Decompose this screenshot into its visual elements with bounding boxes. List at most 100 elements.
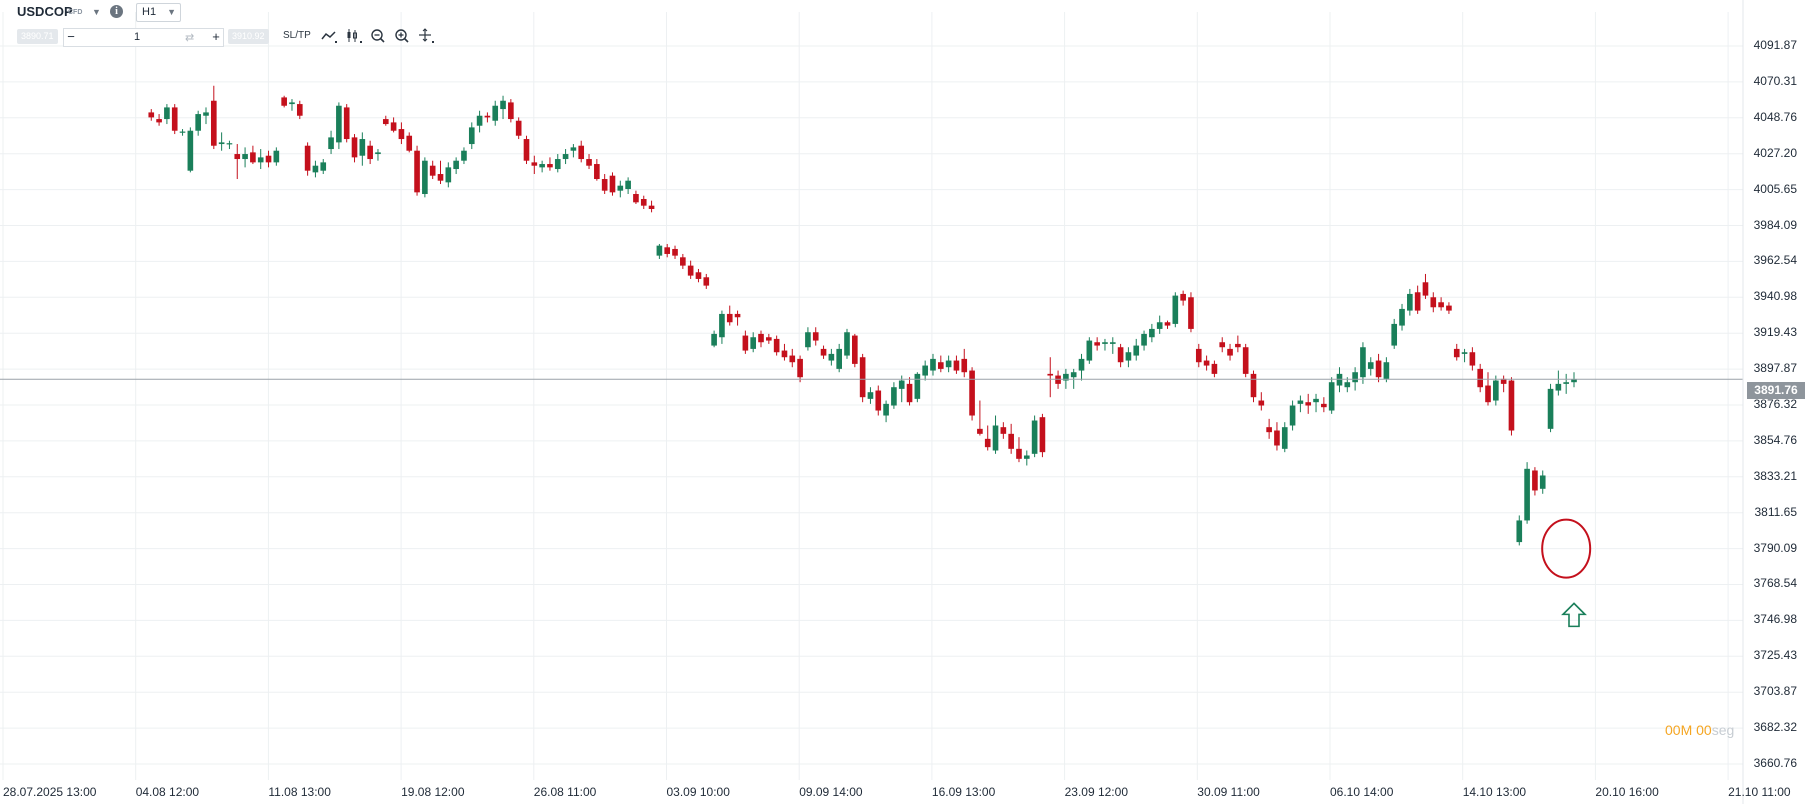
- candle-down: [250, 152, 256, 163]
- candle-up: [1367, 362, 1374, 369]
- countdown-minutes-unit: M: [1680, 722, 1693, 738]
- candle-down: [1039, 417, 1046, 453]
- candle-down: [695, 272, 702, 279]
- sell-price[interactable]: 3890.71: [17, 29, 58, 44]
- candle-up: [656, 245, 663, 256]
- price-tick-label: 3962.54: [1753, 253, 1797, 268]
- price-tick-label: 3811.65: [1754, 504, 1798, 519]
- candle-down: [578, 145, 585, 160]
- candle-down: [1235, 343, 1241, 348]
- time-tick-label: 28.07.2025 13:00: [3, 785, 97, 799]
- candle-up: [914, 373, 921, 399]
- candlestick-icon[interactable]: [345, 27, 363, 45]
- annotation-circle: [1541, 518, 1592, 579]
- candle-up: [1571, 379, 1577, 383]
- candle-down: [586, 159, 592, 166]
- candle-down: [484, 115, 491, 118]
- candle-down: [1250, 373, 1257, 398]
- candle-up: [1344, 382, 1351, 388]
- candle-up: [476, 115, 483, 126]
- candle-down: [789, 355, 796, 363]
- zoom-out-icon[interactable]: [369, 27, 387, 45]
- caret-down-icon[interactable]: ▼: [92, 7, 101, 17]
- buy-price[interactable]: 3910.92: [228, 29, 269, 44]
- price-tick-label: 4070.31: [1753, 73, 1797, 88]
- crosshair-icon[interactable]: [417, 27, 435, 45]
- price-tick-label: 3725.43: [1753, 648, 1797, 663]
- time-tick-label: 20.10 16:00: [1595, 785, 1659, 799]
- candle-down: [742, 335, 749, 351]
- candle-up: [1141, 333, 1147, 346]
- swap-icon[interactable]: ⇄: [185, 32, 195, 44]
- time-tick-label: 03.09 10:00: [666, 785, 730, 799]
- info-icon[interactable]: i: [110, 5, 123, 18]
- candle-up: [1352, 372, 1358, 383]
- countdown-seconds-unit: seg: [1711, 722, 1735, 738]
- price-tick-label: 3854.76: [1753, 432, 1797, 447]
- candle-up: [1524, 468, 1530, 521]
- candle-up: [1149, 328, 1155, 338]
- symbol-name[interactable]: USDCOP: [17, 4, 73, 19]
- increment-button[interactable]: +: [212, 29, 220, 44]
- candle-down: [703, 277, 710, 286]
- candle-down: [797, 358, 803, 378]
- time-tick-label: 16.09 13:00: [931, 785, 996, 799]
- candle-down: [1453, 348, 1460, 358]
- candle-up: [1563, 382, 1569, 384]
- candle-down: [758, 333, 764, 343]
- candle-down: [1211, 363, 1218, 374]
- candle-up: [1102, 342, 1108, 344]
- candle-up: [750, 337, 757, 349]
- candle-up: [257, 157, 264, 163]
- zoom-in-icon[interactable]: [393, 27, 411, 45]
- candle-up: [1125, 352, 1132, 361]
- candle-up: [539, 164, 545, 168]
- candle-up: [226, 143, 233, 145]
- candle-down: [1321, 403, 1327, 408]
- candle-up: [1360, 347, 1366, 378]
- candle-up: [1289, 405, 1296, 426]
- candle-up: [805, 332, 811, 348]
- candle-up: [711, 333, 717, 346]
- candle-up: [203, 112, 209, 116]
- price-tick-label: 3703.87: [1753, 684, 1797, 699]
- candle-down: [766, 337, 772, 341]
- candle-down: [523, 139, 530, 161]
- candle-down: [977, 428, 983, 434]
- candle-down: [1500, 378, 1507, 384]
- candle-up: [945, 360, 952, 368]
- candle-up: [1156, 322, 1163, 329]
- candle-down: [1508, 380, 1515, 431]
- candle-down: [1477, 368, 1484, 388]
- candle-up: [375, 152, 381, 155]
- time-tick-label: 19.08 12:00: [401, 785, 465, 799]
- candle-down: [781, 350, 788, 358]
- time-tick-label: 30.09 11:00: [1197, 785, 1260, 799]
- candle-down: [640, 199, 647, 206]
- timeframe-select[interactable]: H1 ▼: [136, 3, 181, 22]
- decrement-button[interactable]: −: [67, 29, 75, 44]
- time-tick-label: 14.10 13:00: [1462, 785, 1527, 799]
- candle-down: [265, 155, 272, 163]
- time-tick-label: 04.08 12:00: [135, 785, 200, 799]
- candle-up: [218, 142, 225, 145]
- candle-up: [289, 102, 295, 105]
- candle-down: [601, 179, 608, 191]
- quantity-value[interactable]: 1: [134, 31, 141, 43]
- candle-up: [570, 147, 577, 151]
- candle-down: [1219, 342, 1226, 348]
- candle-down: [1446, 305, 1452, 311]
- sltp-button[interactable]: SL/TP: [283, 30, 311, 41]
- candle-down: [1180, 293, 1186, 301]
- candle-down: [437, 174, 444, 181]
- chart-annotations: [1541, 518, 1592, 628]
- quantity-stepper[interactable]: − 1 ⇄ +: [63, 28, 224, 47]
- line-chart-icon[interactable]: [320, 27, 338, 45]
- candle-up: [1109, 342, 1116, 344]
- candle-down: [859, 357, 866, 398]
- candle-up: [719, 313, 725, 338]
- chart-grid: [0, 12, 1743, 780]
- candle-down: [1485, 385, 1491, 403]
- candle-down: [820, 348, 827, 356]
